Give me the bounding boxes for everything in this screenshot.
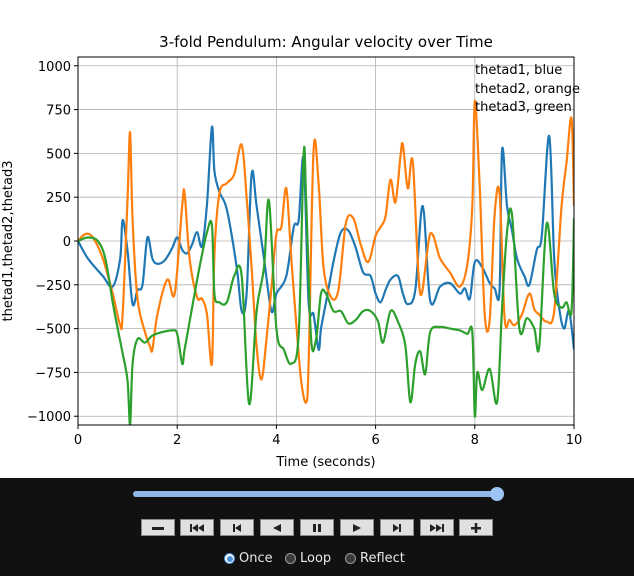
- x-tick-label: 10: [566, 433, 583, 448]
- y-tick-label: −250: [35, 279, 71, 294]
- lines-layer: [78, 99, 574, 425]
- x-tick-label: 4: [272, 433, 280, 448]
- last-frame-button[interactable]: [420, 519, 454, 536]
- y-tick-label: 500: [46, 147, 71, 162]
- y-tick-label: 250: [46, 191, 71, 206]
- series-line-3: [78, 145, 574, 425]
- play-reverse-button[interactable]: [260, 519, 294, 536]
- frame-slider-thumb[interactable]: [490, 487, 504, 501]
- series-annotation: thetad1, blue thetad2, orange thetad3, g…: [475, 63, 580, 115]
- mode-once[interactable]: Once: [224, 551, 273, 566]
- ticks-layer: 0 2 4 6 8 10 −1000 −750 −500 −250 0 250 500 750 1000: [27, 60, 582, 448]
- y-tick-label: −750: [35, 366, 71, 381]
- annotation-line-2: thetad2, orange: [475, 82, 580, 97]
- play-button[interactable]: [340, 519, 374, 536]
- play-icon: [353, 523, 361, 532]
- pause-button[interactable]: [300, 519, 334, 536]
- step-forward-button[interactable]: [380, 519, 414, 536]
- pause-icon: [313, 523, 321, 532]
- frame-slider-track[interactable]: [133, 491, 498, 497]
- minus-icon: [152, 526, 164, 530]
- step-back-icon: [233, 523, 241, 532]
- plus-icon: [471, 522, 481, 533]
- x-tick-label: 2: [173, 433, 181, 448]
- y-tick-label: −500: [35, 323, 71, 338]
- y-tick-label: −1000: [27, 410, 71, 425]
- mode-loop-label: Loop: [300, 551, 332, 566]
- mode-reflect[interactable]: Reflect: [345, 551, 405, 566]
- slower-button[interactable]: [141, 519, 175, 536]
- annotation-line-1: thetad1, blue: [475, 63, 562, 78]
- annotation-line-3: thetad3, green: [475, 100, 572, 115]
- y-axis-label: thetad1,thetad2,thetad3: [1, 160, 16, 321]
- mode-once-label: Once: [239, 551, 273, 566]
- x-tick-label: 0: [74, 433, 82, 448]
- y-tick-label: 750: [46, 104, 71, 119]
- radio-once[interactable]: [224, 553, 235, 564]
- play-reverse-icon: [273, 523, 281, 532]
- chart-title: 3-fold Pendulum: Angular velocity over T…: [159, 33, 493, 51]
- first-frame-icon: [190, 523, 204, 532]
- last-frame-icon: [430, 523, 444, 532]
- chart-figure: 3-fold Pendulum: Angular velocity over T…: [1, 33, 583, 470]
- faster-button[interactable]: [459, 519, 493, 536]
- step-forward-icon: [393, 523, 401, 532]
- x-tick-label: 8: [471, 433, 479, 448]
- series-line-2: [78, 99, 574, 404]
- mode-reflect-label: Reflect: [360, 551, 405, 566]
- radio-loop[interactable]: [285, 553, 296, 564]
- first-frame-button[interactable]: [180, 519, 214, 536]
- y-tick-label: 1000: [38, 60, 71, 75]
- series-line-1: [78, 125, 574, 351]
- y-tick-label: 0: [63, 235, 71, 250]
- x-tick-label: 6: [371, 433, 379, 448]
- mode-loop[interactable]: Loop: [285, 551, 331, 566]
- step-back-button[interactable]: [220, 519, 254, 536]
- x-axis-label: Time (seconds): [275, 455, 375, 470]
- radio-reflect[interactable]: [345, 553, 356, 564]
